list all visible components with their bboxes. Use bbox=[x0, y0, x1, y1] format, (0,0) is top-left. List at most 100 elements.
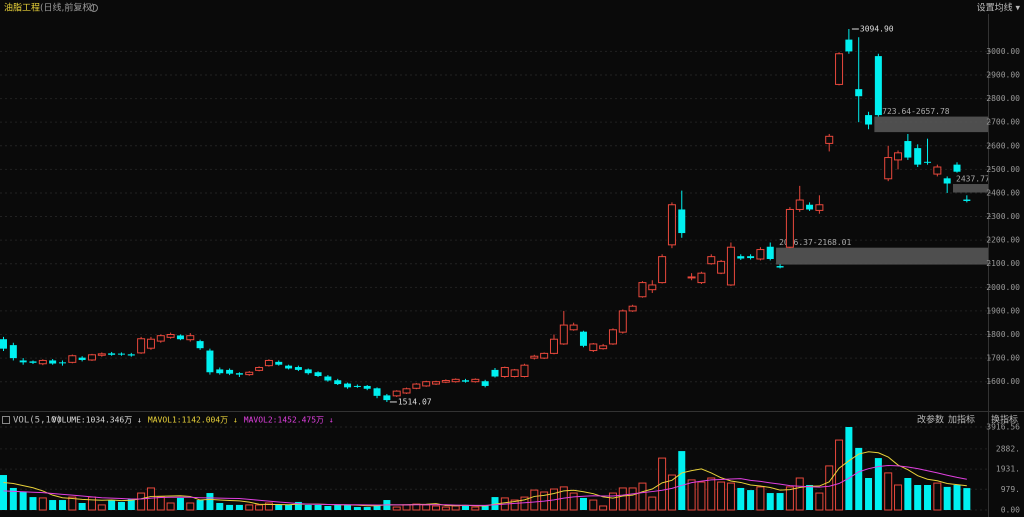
candle-body bbox=[835, 53, 844, 85]
volume-bar bbox=[599, 505, 608, 511]
y-tick-label: 1600.00 bbox=[986, 377, 1020, 386]
candle-body bbox=[422, 381, 431, 387]
volume-bar bbox=[324, 505, 332, 510]
candle-body bbox=[392, 390, 401, 397]
edit-params[interactable]: 改参数 bbox=[917, 414, 944, 426]
candle-body bbox=[68, 355, 77, 363]
candle-body bbox=[285, 365, 293, 369]
candle-body bbox=[756, 249, 765, 260]
volume-bar bbox=[608, 492, 617, 511]
volume-bar bbox=[216, 503, 224, 510]
volume-bar bbox=[963, 488, 971, 510]
candle-body bbox=[324, 376, 332, 381]
volume-bar bbox=[737, 487, 745, 510]
volume-bar bbox=[334, 504, 342, 510]
y-tick-label: 3916.56 bbox=[986, 423, 1020, 432]
candle-body bbox=[491, 369, 499, 377]
volume-bar bbox=[87, 496, 96, 511]
gap-zone bbox=[953, 184, 988, 193]
volume-bar bbox=[914, 484, 922, 510]
settings-icon[interactable] bbox=[90, 4, 98, 12]
volume-bar bbox=[58, 500, 66, 510]
candle-body bbox=[815, 204, 824, 211]
y-tick-label: 2500.00 bbox=[986, 165, 1020, 174]
candle-body bbox=[49, 360, 57, 364]
candle-body bbox=[9, 345, 17, 359]
volume-bar bbox=[19, 491, 27, 510]
candle-body bbox=[628, 305, 637, 312]
help-icon[interactable] bbox=[2, 416, 10, 424]
add-indicator[interactable]: 加指标 bbox=[948, 414, 975, 426]
trough-label: 1514.07 bbox=[398, 397, 432, 406]
volume-bar bbox=[806, 484, 814, 510]
volume-bar bbox=[373, 504, 381, 510]
y-tick-label: 979. bbox=[1001, 485, 1020, 494]
candle-body bbox=[559, 324, 568, 345]
candle-body bbox=[638, 282, 647, 298]
volume-bar bbox=[678, 451, 686, 510]
volume-bar bbox=[206, 493, 214, 510]
candle-body bbox=[569, 324, 578, 331]
volume-bar bbox=[137, 492, 146, 511]
candle-body bbox=[785, 208, 794, 248]
legend-entry: MAVOL2:1452.475万 ↓ bbox=[244, 416, 334, 425]
candle-body bbox=[658, 256, 667, 284]
candle-body bbox=[117, 353, 125, 355]
volume-bar bbox=[49, 500, 57, 510]
candle-body bbox=[963, 199, 971, 201]
candle-body bbox=[855, 89, 863, 97]
candle-body bbox=[471, 378, 480, 383]
volume-bar bbox=[697, 481, 706, 511]
volume-bar bbox=[874, 458, 882, 510]
candle-body bbox=[146, 338, 155, 349]
candle-body bbox=[373, 388, 381, 396]
volume-bar bbox=[855, 447, 863, 510]
ma-settings-button[interactable]: 设置均线 ▾ bbox=[977, 2, 1021, 14]
candle-body bbox=[540, 352, 549, 359]
volume-bar bbox=[264, 502, 273, 511]
y-tick-label: 2300.00 bbox=[986, 212, 1020, 221]
candle-body bbox=[943, 178, 951, 184]
y-tick-label: 2700.00 bbox=[986, 118, 1020, 127]
candle-body bbox=[924, 161, 932, 163]
volume-bar bbox=[353, 507, 361, 510]
volume-bar bbox=[579, 497, 587, 510]
legend-entry: MAVOL1:1142.004万 ↓ bbox=[148, 416, 238, 425]
candle-body bbox=[500, 367, 509, 377]
volume-bar bbox=[363, 507, 371, 510]
volume-bar bbox=[530, 489, 539, 511]
y-tick-label: 1800.00 bbox=[986, 330, 1020, 339]
candle-body bbox=[216, 369, 224, 374]
volume-bar bbox=[845, 427, 853, 510]
volume-bar bbox=[658, 457, 667, 511]
volume-bar bbox=[933, 482, 942, 511]
candle-body bbox=[166, 334, 175, 338]
y-tick-label: 2000.00 bbox=[986, 283, 1020, 292]
volume-bar bbox=[166, 502, 175, 511]
volume-bar bbox=[462, 504, 470, 510]
switch-indicator[interactable]: 换指标 bbox=[991, 414, 1018, 426]
candle-body bbox=[933, 166, 942, 175]
candle-body bbox=[334, 380, 342, 385]
candle-body bbox=[914, 148, 922, 165]
volume-bar bbox=[717, 481, 726, 511]
candle-body bbox=[599, 345, 608, 350]
volume-bar bbox=[520, 496, 529, 511]
volume-bar bbox=[275, 504, 283, 510]
y-tick-label: 1931. bbox=[996, 465, 1020, 474]
volume-bar bbox=[304, 504, 312, 510]
volume-bar bbox=[245, 504, 254, 511]
volume-bar bbox=[865, 477, 873, 510]
candle-body bbox=[353, 385, 361, 387]
volume-bar bbox=[638, 482, 647, 511]
volume-bar bbox=[29, 497, 37, 510]
y-tick-label: 2800.00 bbox=[986, 94, 1020, 103]
candle-body bbox=[678, 209, 686, 234]
volume-bar bbox=[707, 477, 716, 511]
candle-body bbox=[294, 367, 302, 370]
volume-bar bbox=[785, 486, 794, 511]
candle-body bbox=[825, 135, 834, 144]
candle-body bbox=[304, 369, 312, 374]
volume-bar bbox=[78, 503, 86, 510]
candle-body bbox=[894, 152, 903, 161]
